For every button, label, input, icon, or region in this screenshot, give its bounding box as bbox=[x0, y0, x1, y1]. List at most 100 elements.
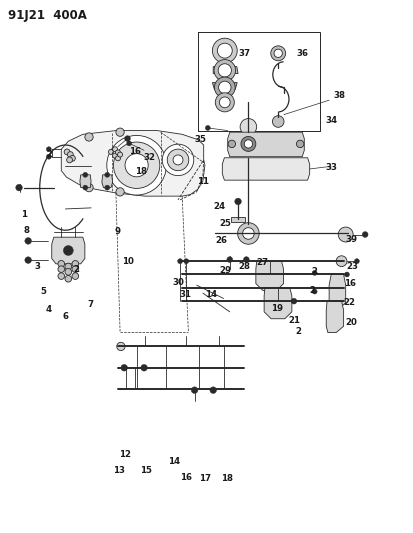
Polygon shape bbox=[227, 132, 304, 157]
Text: 35: 35 bbox=[195, 135, 206, 144]
Circle shape bbox=[177, 259, 182, 264]
Circle shape bbox=[104, 185, 109, 190]
Circle shape bbox=[209, 387, 216, 393]
Circle shape bbox=[113, 142, 159, 188]
Circle shape bbox=[83, 172, 88, 177]
Text: 14: 14 bbox=[167, 457, 180, 465]
Text: 27: 27 bbox=[256, 258, 268, 266]
Circle shape bbox=[69, 156, 75, 161]
Circle shape bbox=[242, 228, 254, 239]
Text: 1: 1 bbox=[21, 210, 27, 219]
Circle shape bbox=[162, 144, 193, 176]
Circle shape bbox=[126, 141, 131, 146]
Circle shape bbox=[311, 270, 316, 276]
Circle shape bbox=[65, 276, 71, 282]
Circle shape bbox=[112, 147, 117, 152]
Polygon shape bbox=[102, 175, 112, 188]
Polygon shape bbox=[80, 175, 91, 188]
Circle shape bbox=[272, 116, 283, 127]
Text: 2: 2 bbox=[311, 268, 317, 276]
Text: 2: 2 bbox=[294, 327, 300, 336]
Text: 9: 9 bbox=[115, 228, 121, 236]
Circle shape bbox=[16, 184, 22, 191]
Circle shape bbox=[72, 266, 78, 272]
Bar bbox=[197, 32, 319, 131]
Circle shape bbox=[116, 188, 124, 196]
Circle shape bbox=[237, 223, 259, 244]
Circle shape bbox=[290, 298, 296, 304]
Text: 18: 18 bbox=[135, 167, 146, 176]
Text: 21: 21 bbox=[287, 317, 299, 325]
Text: 91J21  400A: 91J21 400A bbox=[8, 10, 87, 22]
Circle shape bbox=[116, 128, 124, 136]
Circle shape bbox=[234, 198, 241, 205]
Circle shape bbox=[116, 342, 125, 351]
Polygon shape bbox=[213, 67, 237, 74]
Text: 8: 8 bbox=[24, 226, 30, 235]
Circle shape bbox=[228, 140, 235, 148]
Circle shape bbox=[140, 365, 147, 371]
Circle shape bbox=[214, 60, 235, 81]
Circle shape bbox=[25, 257, 31, 263]
Circle shape bbox=[25, 238, 31, 244]
Circle shape bbox=[125, 154, 148, 177]
Polygon shape bbox=[255, 261, 283, 290]
Text: 33: 33 bbox=[325, 164, 336, 172]
Circle shape bbox=[83, 185, 88, 190]
Circle shape bbox=[108, 149, 113, 155]
Circle shape bbox=[65, 269, 71, 275]
Text: 30: 30 bbox=[172, 278, 183, 287]
Circle shape bbox=[64, 149, 70, 155]
Circle shape bbox=[46, 154, 51, 159]
Circle shape bbox=[240, 118, 256, 135]
Circle shape bbox=[296, 140, 303, 148]
Circle shape bbox=[115, 156, 120, 161]
Text: 11: 11 bbox=[197, 177, 208, 185]
Circle shape bbox=[67, 152, 73, 157]
Polygon shape bbox=[328, 274, 345, 309]
Text: 3: 3 bbox=[34, 262, 40, 271]
Text: 13: 13 bbox=[113, 466, 125, 474]
Circle shape bbox=[173, 155, 183, 165]
Circle shape bbox=[243, 257, 249, 262]
Circle shape bbox=[104, 172, 109, 177]
Text: 2: 2 bbox=[47, 150, 52, 159]
Circle shape bbox=[115, 150, 120, 155]
Text: 25: 25 bbox=[219, 220, 231, 228]
Text: 16: 16 bbox=[180, 473, 192, 481]
Circle shape bbox=[212, 38, 237, 63]
Text: 31: 31 bbox=[179, 290, 190, 299]
Circle shape bbox=[361, 232, 367, 237]
Circle shape bbox=[107, 135, 166, 195]
Circle shape bbox=[167, 149, 188, 171]
Circle shape bbox=[335, 256, 346, 266]
Circle shape bbox=[354, 259, 358, 264]
Circle shape bbox=[218, 64, 231, 77]
Text: 29: 29 bbox=[219, 266, 231, 275]
Circle shape bbox=[72, 261, 78, 267]
Text: 16: 16 bbox=[343, 279, 355, 288]
Text: 28: 28 bbox=[238, 262, 249, 271]
Circle shape bbox=[65, 263, 71, 270]
Text: 16: 16 bbox=[128, 148, 140, 156]
Circle shape bbox=[124, 136, 130, 141]
Text: 19: 19 bbox=[271, 304, 282, 312]
Circle shape bbox=[218, 81, 230, 94]
Text: 20: 20 bbox=[344, 318, 356, 327]
Bar bbox=[197, 32, 319, 131]
Circle shape bbox=[58, 266, 64, 272]
Circle shape bbox=[244, 140, 252, 148]
Circle shape bbox=[205, 125, 210, 131]
Circle shape bbox=[219, 97, 230, 108]
Circle shape bbox=[270, 46, 285, 61]
Circle shape bbox=[215, 93, 234, 112]
Text: 2: 2 bbox=[309, 286, 315, 295]
Bar bbox=[230, 217, 244, 222]
Polygon shape bbox=[222, 158, 309, 180]
Text: 34: 34 bbox=[324, 117, 337, 125]
Circle shape bbox=[226, 257, 232, 262]
Polygon shape bbox=[61, 131, 204, 196]
Circle shape bbox=[183, 259, 188, 264]
Circle shape bbox=[273, 49, 282, 58]
Text: 15: 15 bbox=[140, 466, 151, 474]
